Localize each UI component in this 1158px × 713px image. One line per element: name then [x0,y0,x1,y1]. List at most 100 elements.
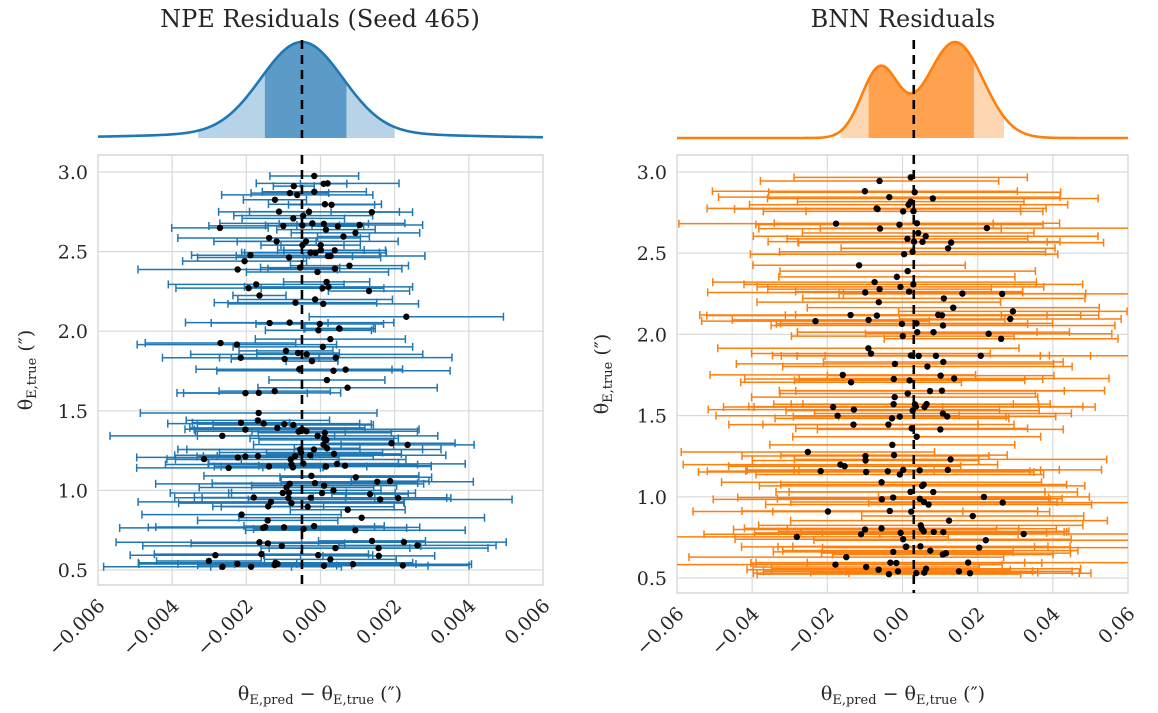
data-point [999,499,1006,506]
data-point [817,467,824,475]
data-point [280,524,288,531]
data-point [982,537,990,544]
y-tick-label: 2.0 [58,321,88,343]
ylabel-bnn: θE,true (″) [591,334,616,415]
data-point [256,539,263,546]
kde-inner-interval [264,42,347,138]
data-point [376,496,384,503]
data-point [368,537,376,545]
data-point [899,208,907,215]
data-point [894,568,902,575]
data-point [915,229,922,237]
data-point [254,417,262,424]
data-point [930,488,937,496]
data-point [321,429,328,436]
data-point [907,488,914,496]
data-point [241,257,248,265]
data-point [368,208,376,216]
data-point [916,467,923,474]
data-point [861,188,869,195]
data-point [386,477,394,485]
data-point [237,419,245,426]
data-point [303,351,310,358]
data-point [861,526,869,533]
data-point [282,347,290,355]
data-point [305,208,313,216]
data-point [926,387,934,395]
data-point [955,568,963,575]
data-point [322,463,330,470]
data-point [898,320,906,328]
data-point [997,335,1005,343]
marks-npe [102,155,513,585]
data-point [897,283,904,291]
data-point [307,494,314,501]
data-point [344,384,351,391]
data-point [310,522,318,530]
data-point [234,266,241,273]
x-tick-label: −0.002 [193,595,258,660]
xlabel-npe: θE,pred − θE,true (″) [238,683,402,708]
data-point [286,319,293,326]
data-point [1009,308,1017,315]
data-point [885,570,893,578]
data-point [388,439,395,447]
data-point [242,426,249,433]
x-tick-label: 0.002 [352,595,406,649]
data-point [310,446,318,453]
data-point [414,542,421,549]
data-point [308,472,315,480]
data-point [315,551,322,559]
data-point [254,452,262,460]
data-point [272,559,279,566]
data-point [328,201,335,208]
data-point [900,466,907,474]
y-tick-label: 1.0 [58,480,88,502]
data-point [290,182,297,190]
data-point [900,251,908,258]
data-point [250,494,258,501]
data-point [217,339,224,347]
data-point [875,298,882,306]
x-tick-label: 0.06 [1094,603,1139,648]
data-point [256,292,263,299]
data-point [242,389,249,397]
data-point [897,529,904,537]
data-point [937,426,944,433]
data-point [332,354,339,361]
data-point [875,566,882,573]
data-point [919,238,926,246]
kde-curve [97,40,544,139]
data-point [915,352,922,360]
data-point [238,511,245,518]
data-point [216,224,224,232]
data-point [365,287,373,295]
data-point [266,319,273,327]
data-point [890,375,897,383]
data-point [940,528,947,536]
y-tick-label: 2.0 [637,324,667,346]
data-point [234,454,242,461]
x-tick-label: 0.000 [278,595,332,649]
panel-bnn: BNN Residuals −0.06 −0.04 −0.02 0.00 0.02 0.0… [591,5,1140,708]
data-point [937,372,944,379]
data-point [804,448,812,456]
data-point [888,415,896,422]
data-point [316,320,323,328]
data-point [832,561,839,568]
data-point [947,456,954,463]
data-point [273,238,280,245]
data-point [916,495,923,502]
data-point [924,363,931,370]
data-point [318,489,326,497]
data-point [245,284,252,292]
data-point [865,316,872,324]
data-point [325,283,332,291]
data-point [927,547,934,554]
data-point [265,503,272,510]
data-point [904,235,911,243]
y-tick-label: 1.5 [637,406,667,428]
data-point [938,387,946,394]
data-point [307,249,314,256]
data-point [320,220,328,228]
